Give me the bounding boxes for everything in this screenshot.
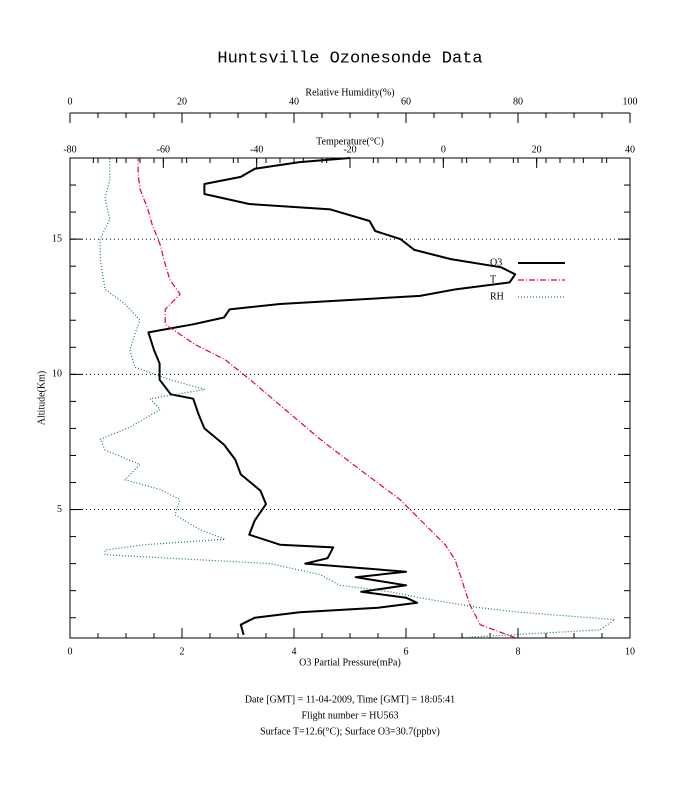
x-tick-label: 10 <box>625 646 635 657</box>
x2-tick-label: 40 <box>625 144 635 155</box>
x-axis-label: O3 Partial Pressure(mPa) <box>299 657 401 668</box>
chart-title: Huntsville Ozonesonde Data <box>217 49 482 68</box>
x3-tick-label: 80 <box>513 96 523 107</box>
y-tick-label: 5 <box>57 504 62 515</box>
x3-tick-label: 0 <box>68 96 73 107</box>
x-tick-label: 8 <box>516 646 521 657</box>
legend-label: RH <box>490 291 504 302</box>
legend-label: O3 <box>490 257 502 268</box>
x2-tick-label: -60 <box>157 144 170 155</box>
x-tick-label: 4 <box>292 646 297 657</box>
footer-line: Surface T=12.6(°C); Surface O3=30.7(ppbv… <box>260 726 440 737</box>
x3-axis-label: Relative Humidity(%) <box>305 87 394 98</box>
y-axis-label: Altitude(Km) <box>36 371 47 425</box>
x2-tick-label: -40 <box>250 144 263 155</box>
x3-tick-label: 100 <box>623 96 638 107</box>
x2-tick-label: 0 <box>441 144 446 155</box>
plot-frame <box>69 157 631 639</box>
x2-tick-label: -20 <box>343 144 356 155</box>
x-tick-label: 2 <box>180 646 185 657</box>
footer-line: Flight number = HU563 <box>301 710 398 721</box>
x-tick-label: 0 <box>68 646 73 657</box>
x3-tick-label: 40 <box>289 96 299 107</box>
x2-tick-label: -80 <box>63 144 76 155</box>
x3-tick-label: 60 <box>401 96 411 107</box>
series-line <box>147 157 517 636</box>
series-line <box>99 158 616 639</box>
footer-line: Date [GMT] = 11-04-2009, Time [GMT] = 18… <box>245 694 455 705</box>
legend-label: T <box>490 274 496 285</box>
y-tick-label: 10 <box>52 369 62 380</box>
x2-tick-label: 20 <box>532 144 542 155</box>
x-tick-label: 6 <box>404 646 409 657</box>
x2-axis-label: Temperature(°C) <box>316 136 384 147</box>
x3-tick-label: 20 <box>177 96 187 107</box>
series-line <box>137 158 516 639</box>
y-tick-label: 15 <box>52 233 62 244</box>
